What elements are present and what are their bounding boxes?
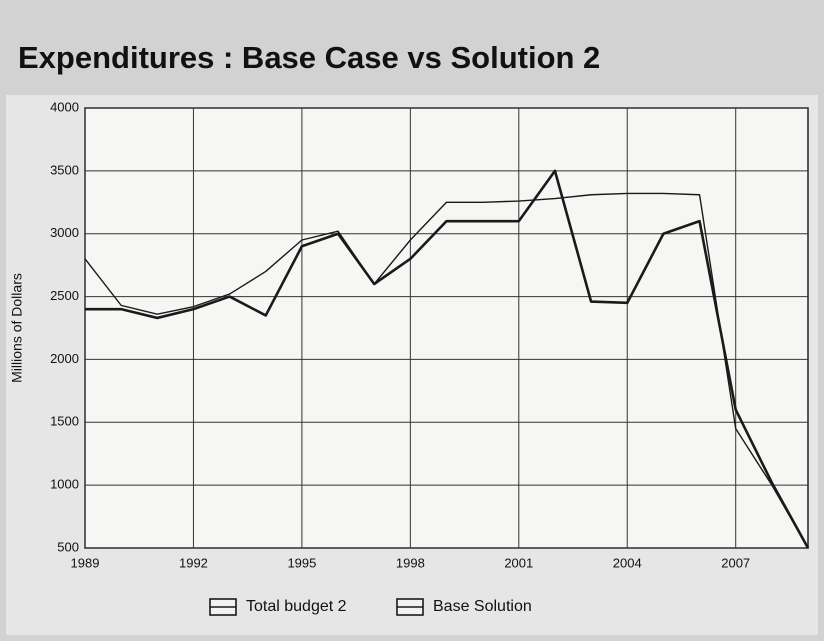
- y-tick-label: 3500: [50, 162, 79, 177]
- chart-title: Expenditures : Base Case vs Solution 2: [18, 40, 600, 75]
- y-axis-label: Millions of Dollars: [9, 273, 25, 383]
- series-line: [85, 169, 810, 549]
- y-tick-label: 3000: [50, 225, 79, 240]
- x-tick-label: 2001: [504, 555, 533, 570]
- y-tick-label: 1000: [50, 477, 79, 492]
- y-tick-label: 1500: [50, 414, 79, 429]
- x-tick-label: 1995: [287, 555, 316, 570]
- x-tick-label: 2004: [613, 555, 642, 570]
- x-tick-label: 1998: [396, 555, 425, 570]
- plot-area: [84, 107, 809, 549]
- x-tick-label: 2007: [721, 555, 750, 570]
- series-line: [84, 192, 809, 549]
- legend-label: Base Solution: [433, 598, 532, 615]
- y-tick-label: 500: [57, 539, 79, 554]
- y-tick-label: 4000: [50, 99, 79, 114]
- legend-label: Total budget 2: [246, 598, 347, 615]
- y-tick-label: 2500: [50, 288, 79, 303]
- x-tick-label: 1989: [71, 555, 100, 570]
- y-tick-label: 2000: [50, 351, 79, 366]
- x-tick-label: 1992: [179, 555, 208, 570]
